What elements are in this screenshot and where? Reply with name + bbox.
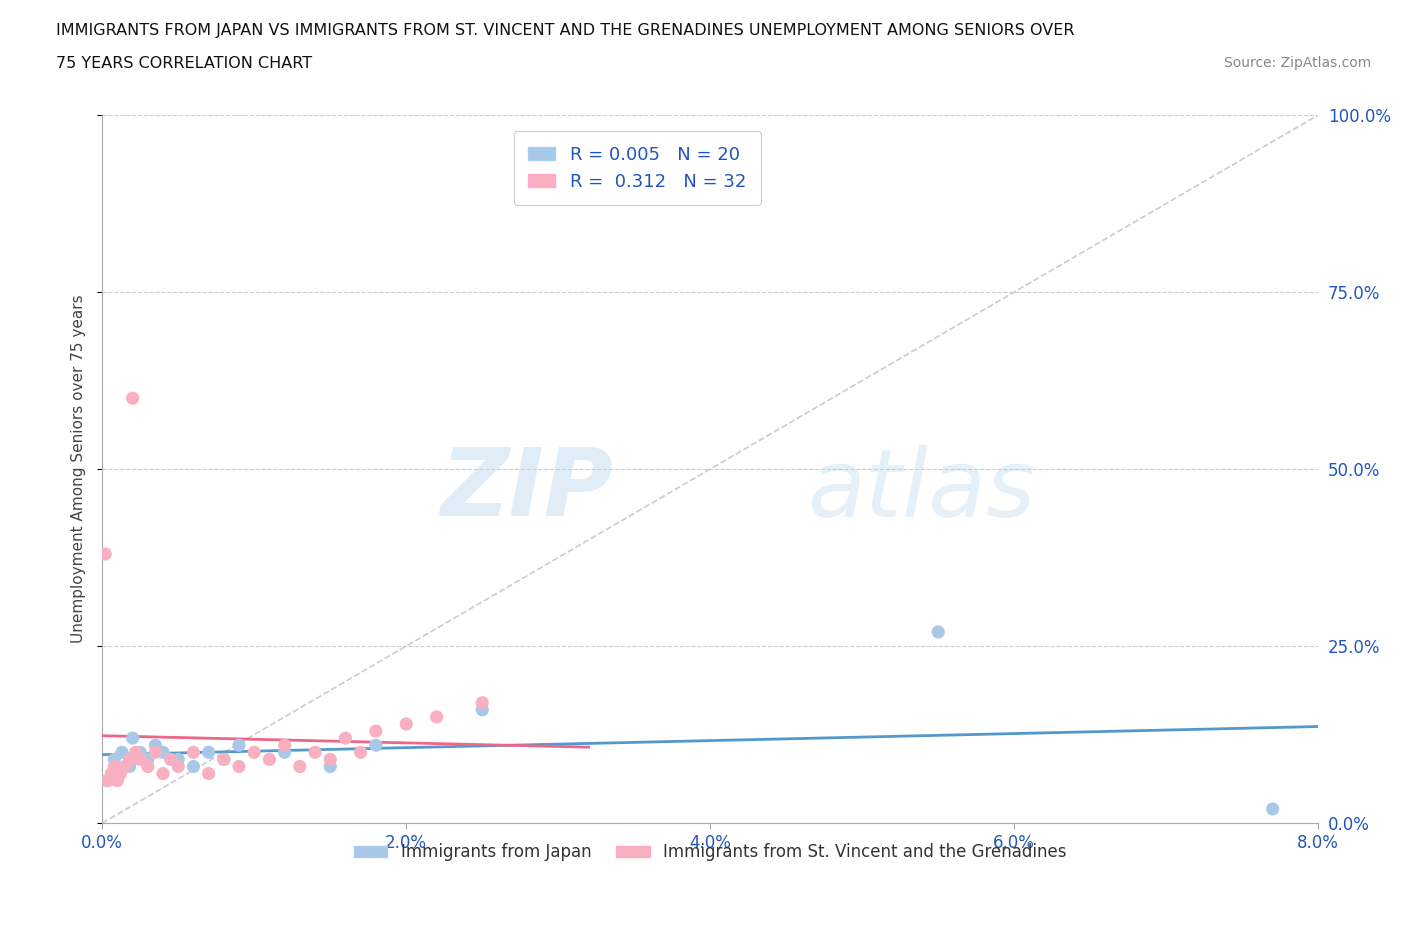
Point <box>129 745 152 760</box>
Text: atlas: atlas <box>807 445 1036 536</box>
Point <box>319 759 342 774</box>
Point <box>364 737 387 752</box>
Point <box>471 696 494 711</box>
Point <box>136 752 159 767</box>
Point <box>243 745 266 760</box>
Point <box>94 547 117 562</box>
Point <box>183 745 205 760</box>
Point <box>114 759 136 774</box>
Point <box>96 773 118 788</box>
Point <box>335 731 357 746</box>
Point <box>110 766 132 781</box>
Point <box>1261 802 1284 817</box>
Point <box>111 745 134 760</box>
Point <box>118 759 141 774</box>
Point <box>121 731 143 746</box>
Point <box>167 752 190 767</box>
Point <box>124 745 146 760</box>
Point <box>259 752 281 767</box>
Point <box>107 773 129 788</box>
Text: ZIP: ZIP <box>440 445 613 537</box>
Point <box>304 745 326 760</box>
Point <box>152 766 174 781</box>
Point <box>228 737 250 752</box>
Point <box>152 745 174 760</box>
Point <box>273 737 295 752</box>
Point <box>121 391 143 405</box>
Point <box>167 759 190 774</box>
Point <box>197 766 219 781</box>
Point <box>927 624 949 639</box>
Point <box>395 716 418 731</box>
Point <box>212 752 235 767</box>
Point <box>319 752 342 767</box>
Y-axis label: Unemployment Among Seniors over 75 years: Unemployment Among Seniors over 75 years <box>72 295 86 644</box>
Point <box>228 759 250 774</box>
Point <box>471 702 494 717</box>
Point <box>145 745 167 760</box>
Point <box>288 759 311 774</box>
Point <box>129 752 152 767</box>
Point <box>97 773 120 788</box>
Legend: Immigrants from Japan, Immigrants from St. Vincent and the Grenadines: Immigrants from Japan, Immigrants from S… <box>347 837 1073 868</box>
Point <box>136 759 159 774</box>
Point <box>197 745 219 760</box>
Point <box>145 737 167 752</box>
Point <box>426 710 449 724</box>
Text: IMMIGRANTS FROM JAPAN VS IMMIGRANTS FROM ST. VINCENT AND THE GRENADINES UNEMPLOY: IMMIGRANTS FROM JAPAN VS IMMIGRANTS FROM… <box>56 23 1074 38</box>
Point <box>103 752 125 767</box>
Point <box>349 745 371 760</box>
Text: 75 YEARS CORRELATION CHART: 75 YEARS CORRELATION CHART <box>56 56 312 71</box>
Point <box>212 752 235 767</box>
Point <box>118 752 141 767</box>
Text: Source: ZipAtlas.com: Source: ZipAtlas.com <box>1223 56 1371 70</box>
Point <box>159 752 181 767</box>
Point <box>364 724 387 738</box>
Point <box>100 766 122 781</box>
Point <box>183 759 205 774</box>
Point <box>103 759 125 774</box>
Point <box>273 745 295 760</box>
